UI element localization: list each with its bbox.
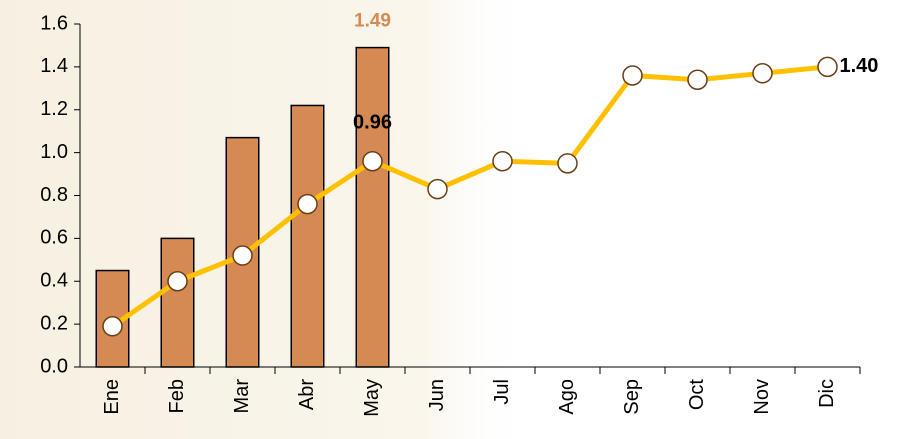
line-value-label: 0.96 [353, 111, 392, 133]
line-marker [492, 150, 513, 172]
y-tick-label: 1.0 [40, 141, 68, 163]
x-tick-label: Ago [556, 379, 578, 415]
y-tick-label: 0.0 [40, 355, 68, 377]
x-tick-label: Ene [101, 379, 123, 415]
x-tick-label: Feb [166, 379, 188, 413]
line-value-label: 1.40 [840, 55, 879, 77]
x-tick-label: Abr [296, 379, 318, 410]
x-tick-label: Jun [426, 379, 448, 411]
line-marker [167, 271, 188, 292]
line-marker [817, 56, 838, 78]
y-tick-label: 0.2 [40, 312, 68, 334]
background-decoration [0, 0, 530, 439]
y-tick-label: 1.2 [40, 98, 68, 120]
bar-value-label: 1.49 [354, 11, 391, 32]
x-tick-label: Sep [621, 379, 643, 415]
bar [290, 104, 325, 368]
x-tick-label: Nov [751, 379, 773, 415]
line-marker [232, 245, 253, 266]
bar [225, 136, 260, 368]
x-tick-label: Jul [491, 379, 513, 405]
y-tick-label: 0.8 [40, 184, 68, 206]
line-marker [687, 69, 708, 90]
x-tick-label: May [361, 379, 383, 417]
y-tick-label: 1.4 [40, 55, 68, 77]
x-tick-label: Oct [686, 379, 708, 411]
line-marker [362, 150, 383, 172]
line-marker [427, 178, 448, 200]
line [111, 64, 828, 329]
line-marker [752, 63, 773, 84]
y-tick-label: 1.6 [40, 12, 68, 34]
y-tick-label: 0.4 [40, 270, 68, 292]
line-marker [297, 193, 318, 215]
bar [160, 237, 195, 368]
line-marker [102, 316, 123, 337]
line-marker [622, 65, 643, 86]
x-tick-label: Dic [816, 379, 838, 408]
line-marker [557, 153, 578, 174]
bar [355, 46, 390, 368]
x-tick-label: Mar [231, 379, 253, 414]
y-tick-label: 0.6 [40, 227, 68, 249]
